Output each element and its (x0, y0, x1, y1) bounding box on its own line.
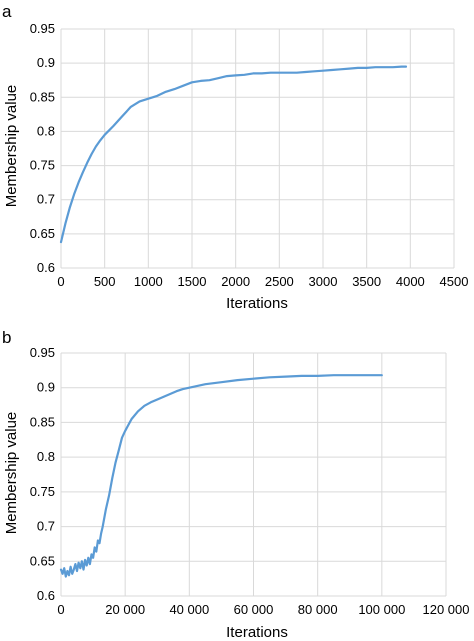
panel-b-grid (60, 352, 447, 597)
panel-a: a 0 500 1000 1500 2000 2500 3000 3500 4000 4500 0.… (2, 2, 468, 312)
panel-b-y-tick-label-7: 0.95 (30, 345, 55, 360)
panel-b-series (59, 374, 383, 578)
panel-b-x-tick-label-0: 0 (57, 602, 64, 617)
panel-b-x-tick-label-5: 100 000 (358, 602, 405, 617)
panel-a-letter: a (2, 2, 12, 21)
panel-a-x-tick-label-3: 1500 (178, 274, 207, 289)
panel-a-y-tick-label-7: 0.95 (30, 21, 55, 36)
panel-a-x-tick-label-1: 500 (94, 274, 116, 289)
panel-b-y-tick-label-5: 0.85 (30, 414, 55, 429)
panel-a-y-tick-label-1: 0.65 (30, 226, 55, 241)
panel-b-x-axis-label: Iterations (226, 624, 288, 641)
panel-b-tick-labels: 0 20 000 40 000 60 000 80 000 100 000 120 000 0… (30, 345, 470, 617)
panel-b-y-tick-label-4: 0.8 (37, 449, 55, 464)
panel-b-y-tick-label-3: 0.75 (30, 484, 55, 499)
panel-b-x-tick-label-1: 20 000 (105, 602, 145, 617)
panel-a-x-tick-label-5: 2500 (265, 274, 294, 289)
panel-b-y-tick-label-1: 0.65 (30, 553, 55, 568)
panel-b-series-line-0 (59, 374, 383, 578)
panel-a-y-tick-label-5: 0.85 (30, 89, 55, 104)
panel-a-y-tick-label-3: 0.75 (30, 158, 55, 173)
panel-a-grid (60, 28, 455, 269)
panel-b-letter: b (2, 328, 11, 347)
panel-a-x-tick-label-9: 4500 (440, 274, 469, 289)
panel-a-series (59, 65, 408, 244)
panel-a-y-tick-label-6: 0.9 (37, 55, 55, 70)
panel-b-x-tick-label-2: 40 000 (169, 602, 209, 617)
panel-b-y-tick-label-0: 0.6 (37, 588, 55, 603)
panel-b-y-tick-label-2: 0.7 (37, 519, 55, 534)
panel-a-tick-labels: 0 500 1000 1500 2000 2500 3000 3500 4000 4500 0.6 0… (30, 21, 469, 289)
panel-b-y-axis-label: Membership value (3, 412, 20, 535)
panel-a-y-tick-label-0: 0.6 (37, 260, 55, 275)
panel-a-x-tick-label-0: 0 (57, 274, 64, 289)
panel-a-x-tick-label-4: 2000 (221, 274, 250, 289)
panel-a-x-tick-label-2: 1000 (134, 274, 163, 289)
panel-a-y-tick-label-4: 0.8 (37, 123, 55, 138)
panel-a-x-tick-label-6: 3000 (309, 274, 338, 289)
panel-b: b 0 20 000 40 000 60 000 80 000 100 000 120 00… (2, 328, 470, 641)
panel-a-y-axis-label: Membership value (3, 85, 20, 208)
panel-a-x-axis-label: Iterations (226, 295, 288, 312)
panel-a-x-tick-label-7: 3500 (352, 274, 381, 289)
panel-a-series-line-0 (59, 65, 408, 244)
panel-a-y-tick-label-2: 0.7 (37, 192, 55, 207)
panel-b-x-tick-label-3: 60 000 (234, 602, 274, 617)
panel-b-x-tick-label-4: 80 000 (298, 602, 338, 617)
panel-b-y-tick-label-6: 0.9 (37, 380, 55, 395)
panel-b-x-tick-label-6: 120 000 (423, 602, 470, 617)
panel-a-x-tick-label-8: 4000 (396, 274, 425, 289)
